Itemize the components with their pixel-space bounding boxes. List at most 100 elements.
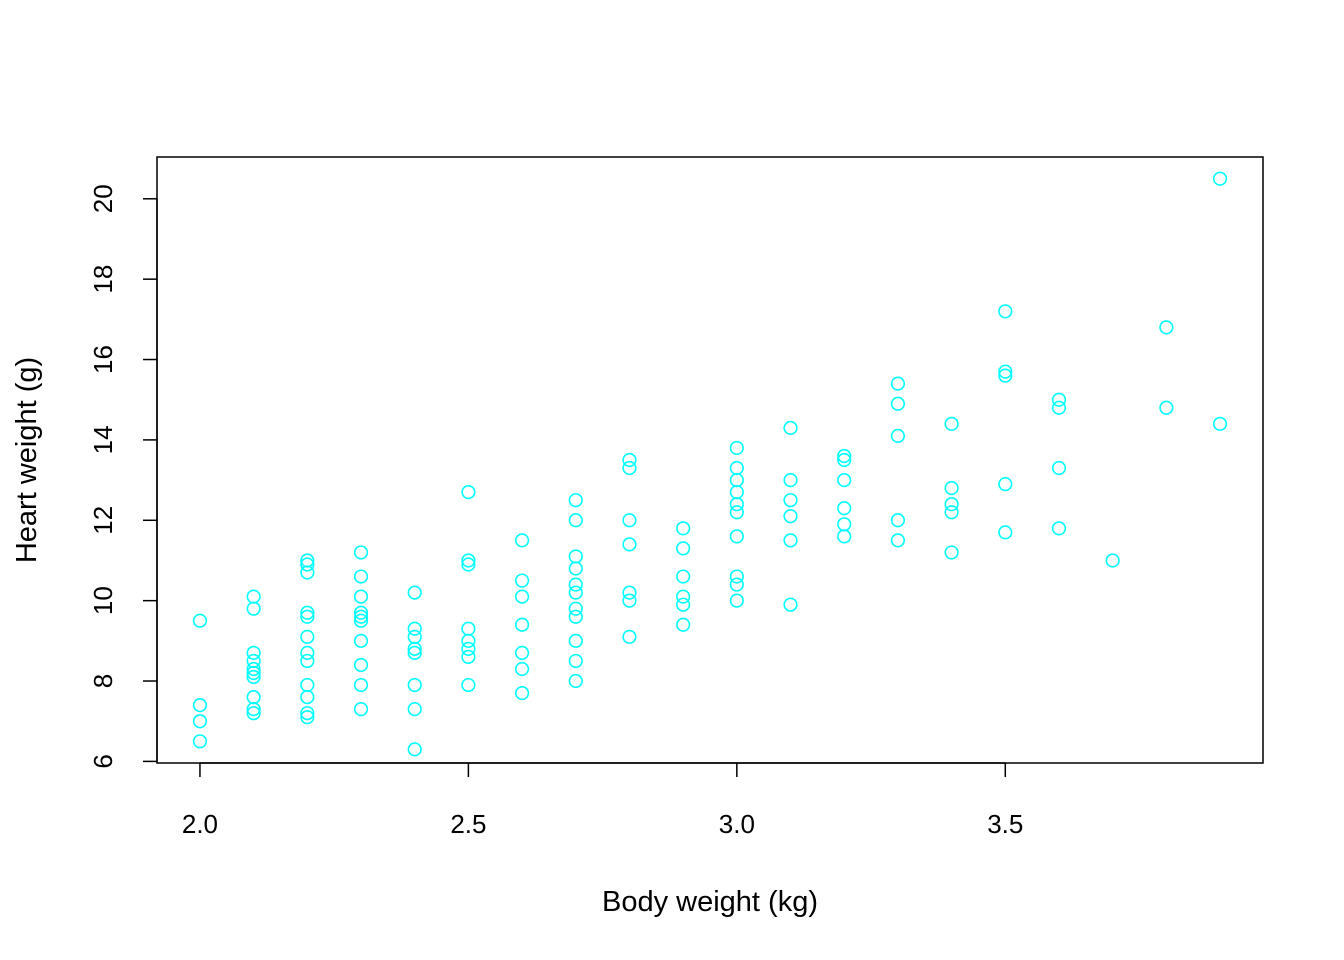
data-point [676,541,691,556]
data-point [944,497,959,512]
data-point [568,601,583,616]
data-point [837,472,852,488]
data-point [729,497,744,512]
x-tick-label: 3.5 [987,809,1023,839]
data-point [1212,416,1228,431]
y-tick-label: 6 [88,754,118,768]
data-point [353,545,369,560]
data-point [353,589,369,604]
data-point [407,629,422,644]
data-point [890,533,906,548]
data-point [729,440,744,456]
y-tick-label: 8 [88,674,118,688]
y-axis: 6 8 10 12 14 16 18 20 [88,184,158,769]
data-point [461,649,476,665]
data-point [676,589,691,604]
data-point [890,513,906,528]
data-point [944,545,959,560]
data-point [944,505,959,520]
data-point [676,521,691,536]
data-point [192,734,208,749]
data-point [890,396,906,411]
x-axis: 2.0 2.5 3.0 3.5 [182,762,1023,839]
data-point [461,633,476,648]
data-point [568,633,583,648]
plot-frame [156,156,1264,764]
data-point [353,609,369,624]
data-point [676,597,691,612]
data-point [890,428,906,443]
data-point [1105,553,1120,568]
data-point [622,593,637,608]
data-point [407,585,422,600]
data-point [246,645,261,660]
data-point [407,702,422,717]
data-point [729,485,744,500]
data-point [783,509,798,524]
data-point [246,706,261,721]
data-point [300,710,315,725]
data-point [783,472,798,488]
data-point [729,460,744,476]
data-point [568,609,583,624]
data-point [837,529,852,544]
data-point [568,585,583,600]
data-point [944,416,959,431]
data-point [461,553,476,568]
data-point [246,669,261,685]
data-point [514,661,530,677]
data-point [837,448,852,464]
data-point [837,517,852,532]
data-point [783,420,798,435]
data-point [300,557,315,572]
x-tick-label: 3.0 [719,809,755,839]
data-point [353,605,369,620]
data-point [622,537,637,552]
y-tick-label: 14 [88,425,118,454]
y-tick-label: 16 [88,345,118,374]
data-point [300,565,315,580]
data-point [300,645,315,660]
data-point [622,452,637,468]
data-point [407,677,422,693]
data-point [998,477,1013,492]
data-point [461,485,476,500]
data-point [407,742,422,757]
data-point [998,364,1013,379]
data-point [407,645,422,660]
data-point [568,673,583,689]
data-point [568,493,583,508]
data-point [514,645,530,660]
data-point [514,589,530,604]
data-point [998,525,1013,540]
data-point [461,557,476,572]
data-point [353,633,369,648]
x-tick-label: 2.5 [450,809,486,839]
data-point [1051,392,1067,407]
data-point [783,533,798,548]
data-points [192,171,1228,757]
data-point [729,569,744,584]
data-point [461,677,476,693]
data-point [729,472,744,488]
y-tick-label: 18 [88,265,118,294]
y-tick-label: 12 [88,506,118,535]
data-point [353,702,369,717]
data-point [461,621,476,636]
data-point [300,609,315,624]
data-point [353,677,369,693]
data-point [837,452,852,468]
data-point [729,577,744,592]
x-axis-title: Body weight (kg) [602,886,818,918]
data-point [622,460,637,476]
data-point [568,561,583,576]
data-point [407,621,422,636]
data-point [353,569,369,584]
data-point [300,677,315,693]
data-point [514,573,530,588]
data-point [514,685,530,701]
data-point [568,513,583,528]
data-point [783,493,798,508]
data-point [461,641,476,656]
data-point [676,569,691,584]
